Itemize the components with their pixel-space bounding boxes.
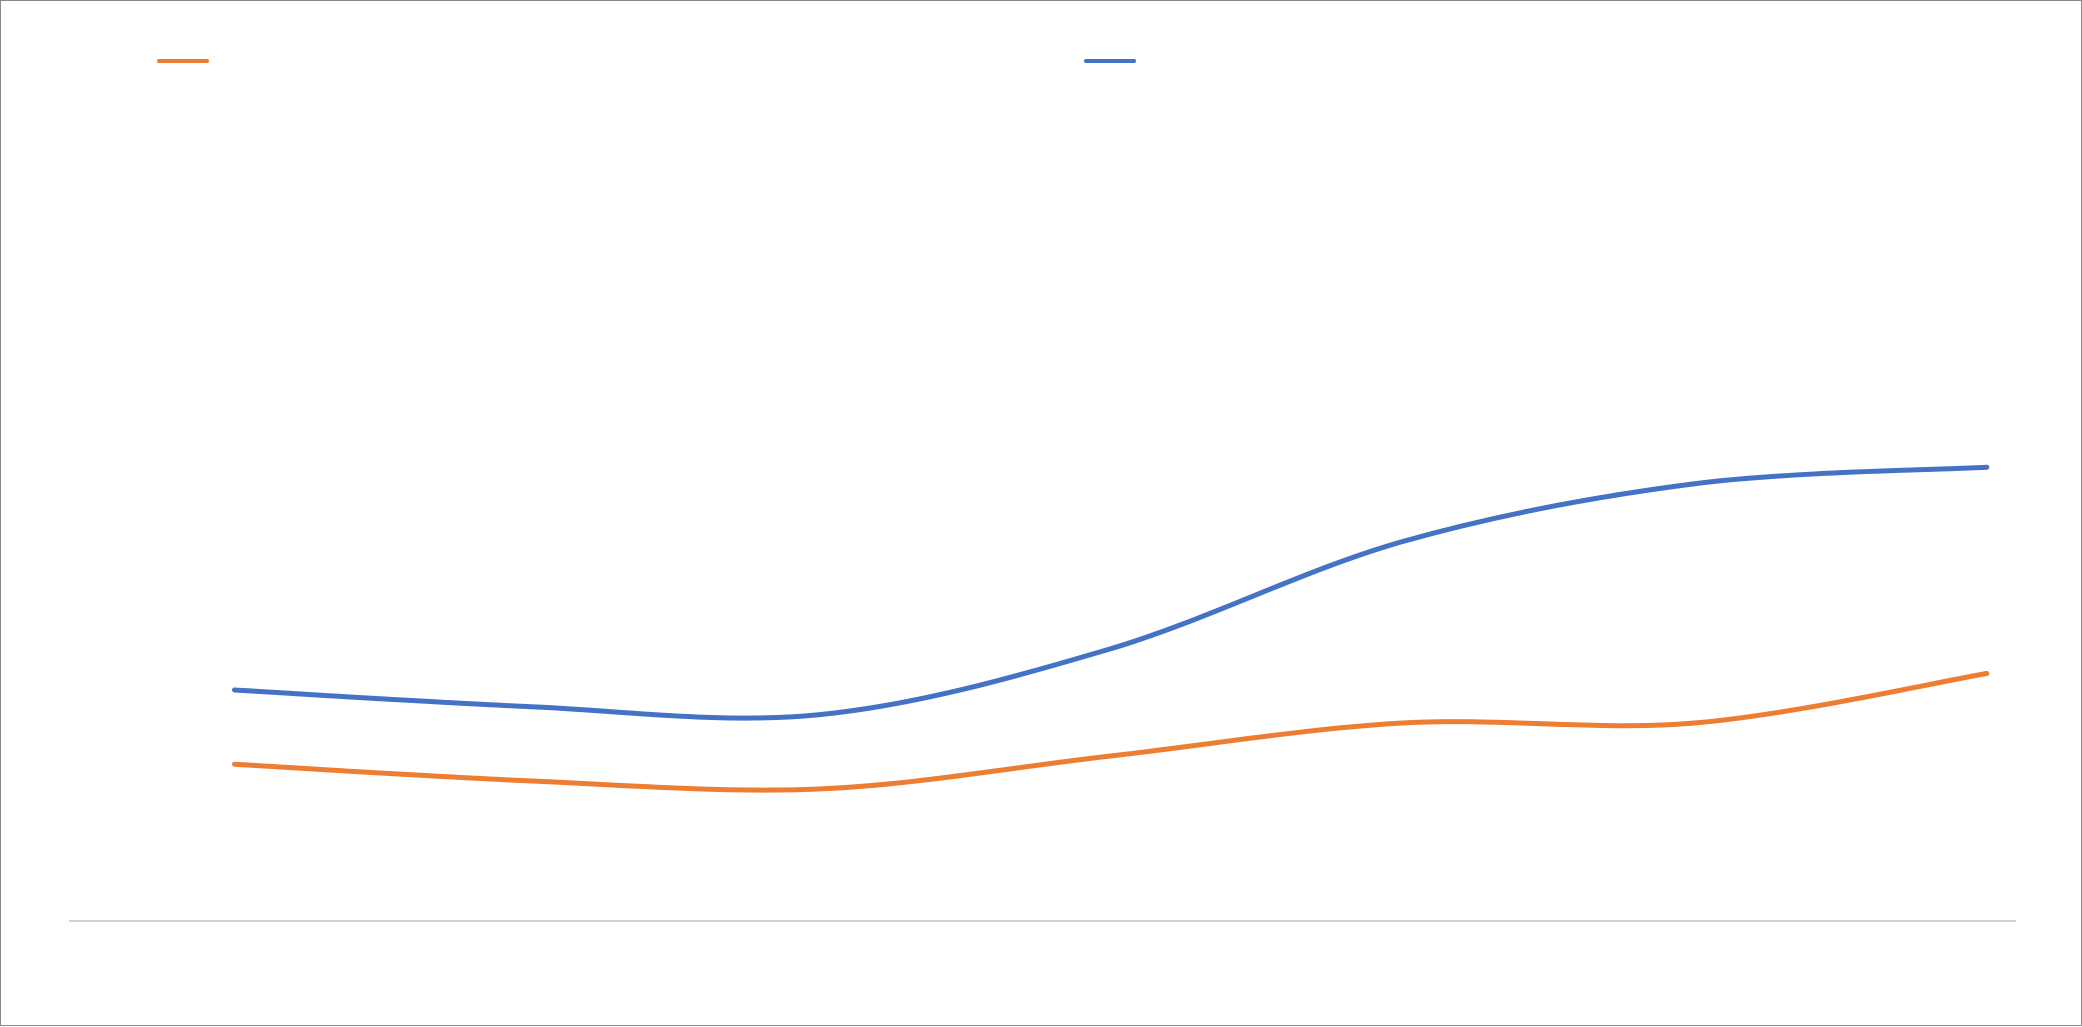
series-line: [234, 674, 1986, 791]
chart-frame: [0, 0, 2082, 1026]
series-line: [234, 467, 1986, 718]
line-chart: [1, 1, 2082, 1027]
